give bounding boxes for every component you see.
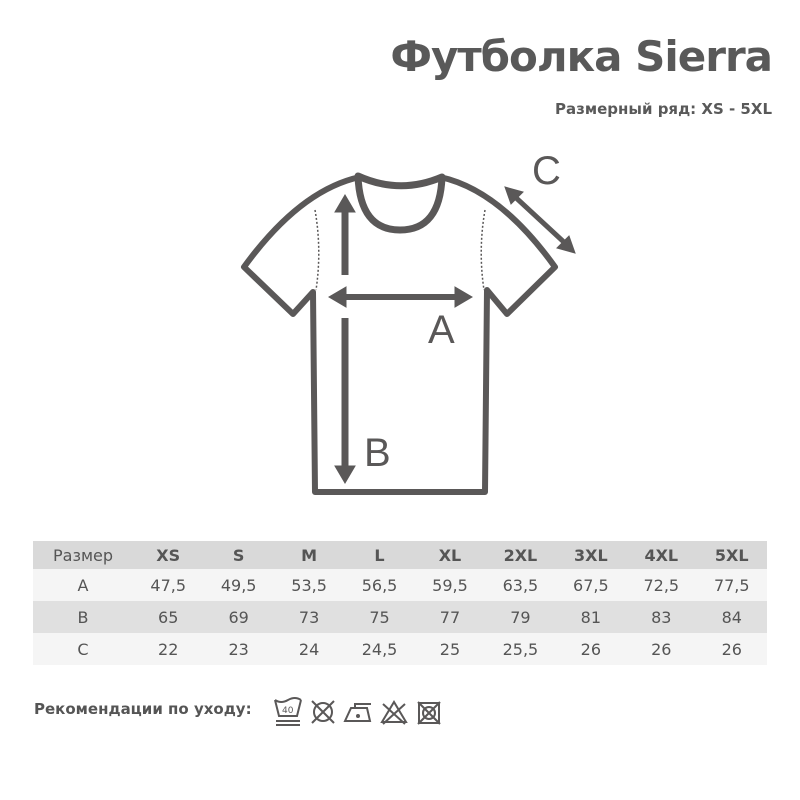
label-c: C — [532, 149, 561, 193]
table-cell: 47,5 — [150, 575, 187, 595]
table-cell: 72,5 — [643, 575, 680, 595]
header-cell: M — [301, 545, 318, 565]
table-cell: 26 — [651, 639, 672, 659]
header-cell: L — [374, 545, 385, 565]
collar — [354, 172, 446, 234]
header-size: Размер — [52, 545, 114, 565]
size-range: Размерный ряд: XS - 5XL — [555, 100, 772, 118]
table-row: A 47,5 49,5 53,5 56,5 59,5 63,5 67,5 72,… — [33, 569, 767, 601]
table-cell: 83 — [651, 607, 672, 627]
no-chlorine-bleach-icon — [380, 700, 408, 725]
row-label: A — [77, 575, 89, 595]
wash-temp: 40 — [282, 706, 294, 716]
size-table: Размер XS S M L XL 2XL 3XL 4XL 5XL A 47,… — [33, 541, 767, 665]
table-cell: 53,5 — [291, 575, 327, 595]
table-cell: 63,5 — [502, 575, 539, 595]
table-cell: 26 — [721, 639, 742, 659]
header-cell: 4XL — [644, 545, 679, 565]
page-title: Футболка Sierra — [390, 32, 773, 81]
table-cell: 75 — [369, 607, 390, 627]
label-a: A — [428, 308, 455, 352]
wash-40-icon: 40 — [274, 697, 302, 726]
table-cell: 24,5 — [361, 639, 398, 659]
table-cell: 79 — [510, 607, 531, 627]
table-cell: 49,5 — [220, 575, 257, 595]
iron-low-icon — [343, 703, 372, 722]
table-header-row: Размер XS S M L XL 2XL 3XL 4XL 5XL — [33, 541, 767, 569]
table-cell: 84 — [721, 607, 742, 627]
table-cell: 24 — [298, 639, 320, 659]
header-cell: XS — [156, 545, 181, 565]
header-cell: 5XL — [714, 545, 749, 565]
table-cell: 23 — [228, 639, 249, 659]
no-bleach-icon — [311, 700, 335, 724]
no-tumble-dry-icon — [417, 701, 441, 725]
header-cell: 3XL — [574, 545, 608, 565]
tshirt-diagram: A B C — [241, 149, 576, 495]
table-cell: 59,5 — [432, 575, 468, 595]
table-cell: 77 — [439, 607, 461, 627]
arrow-c — [511, 193, 568, 246]
table-cell: 26 — [580, 639, 602, 659]
table-cell: 25 — [439, 639, 461, 659]
table-cell: 67,5 — [573, 575, 609, 595]
header-cell: S — [232, 545, 245, 565]
row-label: C — [77, 639, 89, 659]
table-cell: 25,5 — [502, 639, 539, 659]
arrow-b-head-up — [334, 194, 356, 213]
table-cell: 56,5 — [361, 575, 398, 595]
table-cell: 73 — [298, 607, 320, 627]
table-row: C 22 23 24 24,5 25 25,5 26 26 26 — [33, 633, 767, 665]
arrow-b-head-down — [334, 465, 356, 484]
table-cell: 77,5 — [713, 575, 750, 595]
row-label: B — [77, 607, 89, 627]
tshirt-outline — [241, 174, 558, 495]
table-cell: 69 — [228, 607, 249, 627]
care-label: Рекомендации по уходу: — [34, 700, 252, 718]
care-icons: 40 — [273, 696, 443, 728]
table-row: B 65 69 73 75 77 79 81 83 84 — [33, 601, 767, 633]
table-cell: 65 — [158, 607, 179, 627]
header-cell: XL — [438, 545, 462, 565]
table-cell: 22 — [158, 639, 179, 659]
header-cell: 2XL — [503, 545, 538, 565]
label-b: B — [364, 431, 391, 475]
table-cell: 81 — [580, 607, 602, 627]
